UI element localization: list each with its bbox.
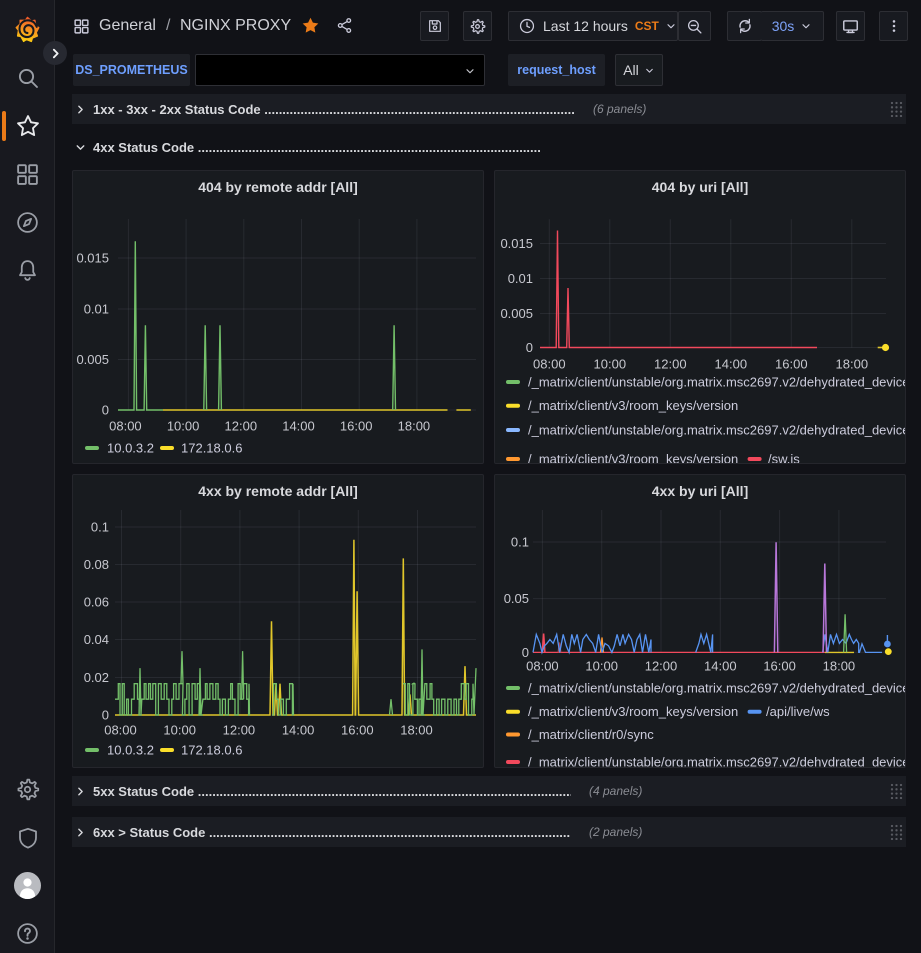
svg-text:14:00: 14:00 [282,419,315,434]
svg-text:0.05: 0.05 [504,591,529,606]
svg-text:0: 0 [526,340,533,355]
svg-text:10.0.3.2: 10.0.3.2 [107,441,154,456]
svg-text:0: 0 [102,403,109,418]
svg-text:/_matrix/client/unstable/org.m: /_matrix/client/unstable/org.matrix.msc2… [528,423,905,438]
svg-text:08:00: 08:00 [109,419,142,434]
svg-text:0.005: 0.005 [76,352,109,367]
svg-text:0.015: 0.015 [500,236,533,251]
svg-text:12:00: 12:00 [645,659,678,674]
svg-text:0.005: 0.005 [500,306,533,321]
svg-text:12:00: 12:00 [225,419,258,434]
svg-text:14:00: 14:00 [282,723,315,738]
svg-text:0.08: 0.08 [84,557,109,572]
svg-text:0.1: 0.1 [511,535,529,550]
svg-text:14:00: 14:00 [715,357,748,372]
svg-text:16:00: 16:00 [341,723,374,738]
svg-text:10:00: 10:00 [163,723,196,738]
svg-text:/sw.js: /sw.js [768,452,800,464]
svg-text:/_matrix/client/r0/sync: /_matrix/client/r0/sync [528,727,654,742]
svg-text:0.01: 0.01 [508,271,533,286]
svg-text:/_matrix/client/v3/room_keys/v: /_matrix/client/v3/room_keys/version [528,452,738,464]
svg-text:/_matrix/client/unstable/org.m: /_matrix/client/unstable/org.matrix.msc2… [528,681,905,696]
svg-text:12:00: 12:00 [654,357,687,372]
svg-text:18:00: 18:00 [836,357,869,372]
svg-text:08:00: 08:00 [526,659,559,674]
svg-text:/api/live/ws: /api/live/ws [766,704,830,719]
svg-text:/_matrix/client/v3/room_keys/v: /_matrix/client/v3/room_keys/version [528,704,738,719]
svg-text:0.04: 0.04 [84,632,109,647]
svg-text:/_matrix/client/v3/room_keys/v: /_matrix/client/v3/room_keys/version [528,398,738,413]
svg-text:18:00: 18:00 [823,659,856,674]
svg-text:0.02: 0.02 [84,670,109,685]
svg-text:/_matrix/client/unstable/org.m: /_matrix/client/unstable/org.matrix.msc2… [528,755,905,768]
svg-text:08:00: 08:00 [533,357,566,372]
svg-text:16:00: 16:00 [775,357,808,372]
svg-text:172.18.0.6: 172.18.0.6 [181,441,242,456]
svg-text:10:00: 10:00 [594,357,627,372]
svg-text:18:00: 18:00 [400,723,433,738]
svg-text:12:00: 12:00 [223,723,256,738]
svg-text:0.015: 0.015 [76,251,109,266]
svg-text:0.01: 0.01 [84,302,109,317]
svg-text:08:00: 08:00 [104,723,137,738]
svg-text:0.06: 0.06 [84,595,109,610]
svg-text:0: 0 [522,645,529,660]
svg-text:172.18.0.6: 172.18.0.6 [181,743,242,758]
svg-text:0: 0 [102,708,109,723]
svg-text:16:00: 16:00 [340,419,373,434]
svg-text:18:00: 18:00 [398,419,431,434]
svg-text:/_matrix/client/unstable/org.m: /_matrix/client/unstable/org.matrix.msc2… [528,375,905,390]
svg-text:10.0.3.2: 10.0.3.2 [107,743,154,758]
svg-text:10:00: 10:00 [167,419,200,434]
svg-text:10:00: 10:00 [585,659,618,674]
svg-text:16:00: 16:00 [763,659,796,674]
svg-text:14:00: 14:00 [704,659,737,674]
svg-text:0.1: 0.1 [91,520,109,535]
